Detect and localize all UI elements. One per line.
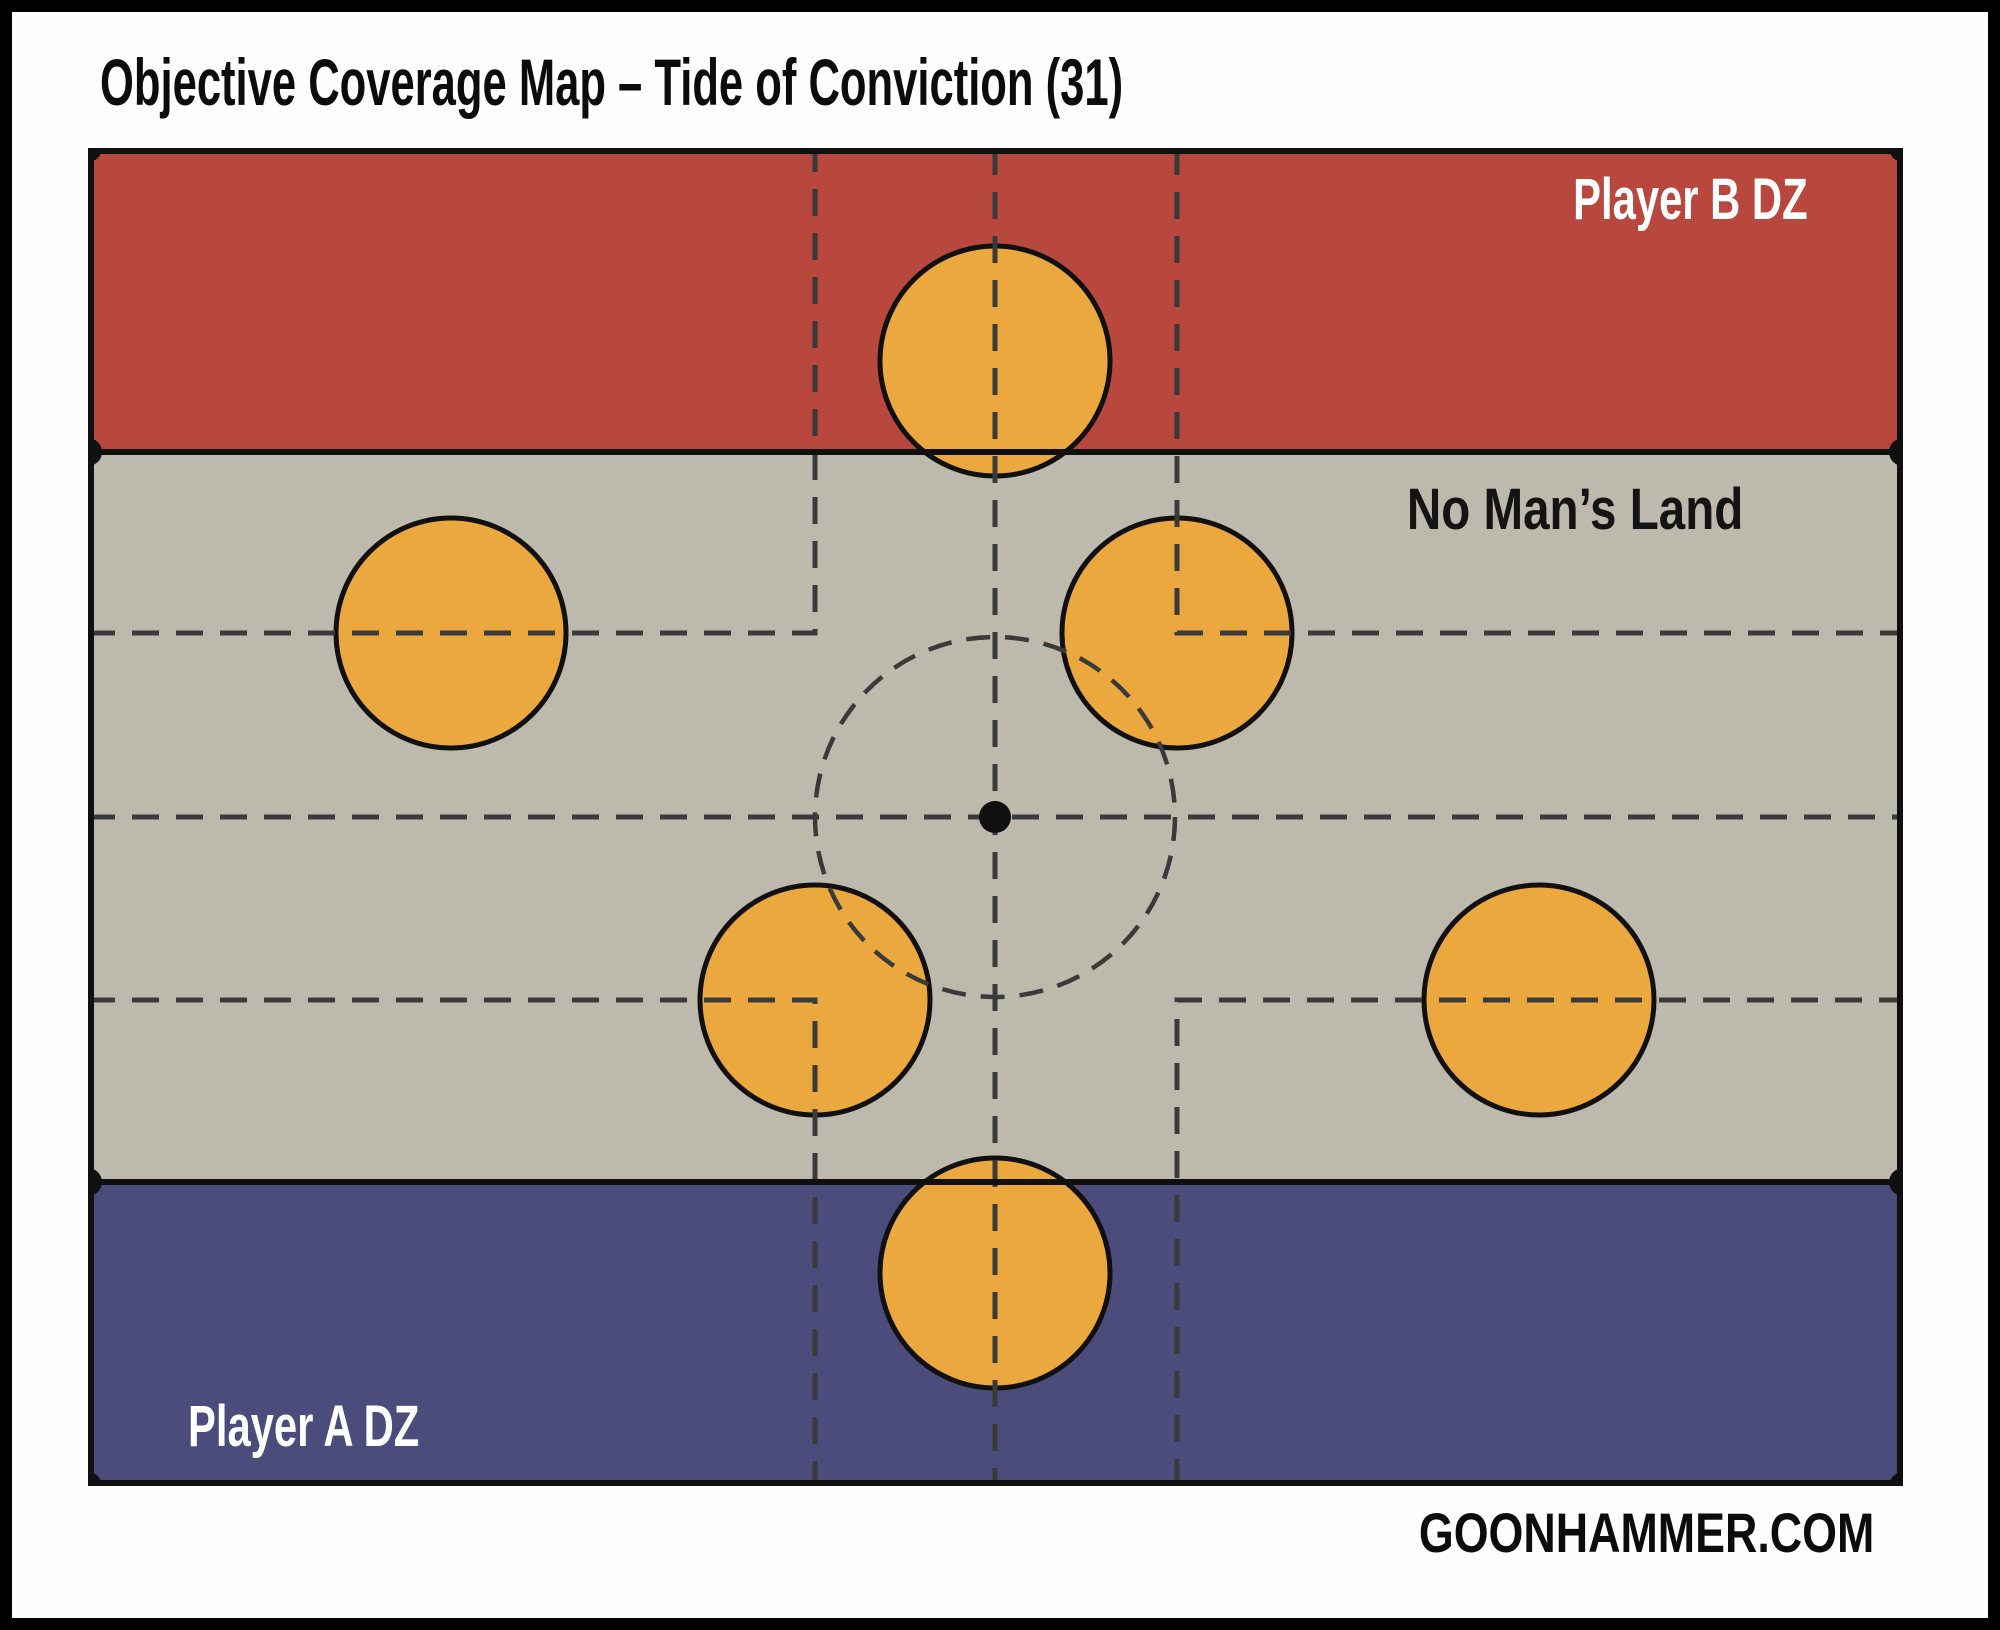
page-title: Objective Coverage Map – Tide of Convict…: [100, 44, 1650, 120]
edge-dot: [1889, 438, 1903, 466]
guide-objective-5-connector: [1174, 997, 1903, 1486]
center-range-circle: [812, 634, 1178, 1000]
deployment-map: Player B DZ No Man’s Land Player A DZ: [88, 148, 1903, 1486]
edge-dot: [1889, 1472, 1903, 1486]
page-title-text: Objective Coverage Map – Tide of Convict…: [100, 45, 1124, 119]
edge-dot: [88, 438, 102, 466]
zone-label-player-b: Player B DZ: [1482, 166, 1808, 233]
edge-dot: [88, 148, 102, 162]
edge-dot: [88, 1168, 102, 1196]
edge-dot: [88, 1472, 102, 1486]
zone-label-no-mans-land-text: No Man’s Land: [1406, 477, 1743, 542]
zone-label-player-a: Player A DZ: [188, 1393, 509, 1460]
guide-objective-3-connector: [1174, 148, 1903, 636]
zone-label-player-a-text: Player A DZ: [188, 1394, 420, 1459]
center-objective-dot: [979, 801, 1011, 833]
site-watermark-text: GOONHAMMER.COM: [1418, 1501, 1874, 1564]
board-border: [88, 148, 1903, 1486]
edge-dot: [1889, 148, 1903, 162]
guide-objective-4-connector: [88, 997, 818, 1486]
zone-label-player-b-text: Player B DZ: [1573, 167, 1808, 232]
zone-label-no-mans-land: No Man’s Land: [1333, 476, 1743, 543]
guide-objective-2-connector: [88, 148, 818, 636]
edge-dot: [1889, 1168, 1903, 1196]
map-svg: [88, 148, 1903, 1486]
site-watermark: GOONHAMMER.COM: [1305, 1500, 1874, 1565]
